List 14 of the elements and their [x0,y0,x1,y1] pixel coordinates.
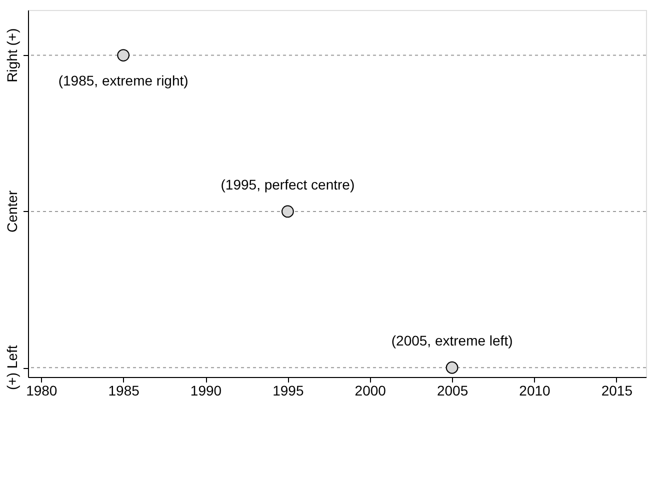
ref-line-label: Right (+) [4,28,20,82]
x-tick-label: 1990 [190,382,222,398]
x-tick-label: 2005 [436,382,468,398]
ref-line-label: Center [4,190,20,232]
x-tick-label: 2000 [354,382,386,398]
x-tick-label: 1980 [26,382,58,398]
annotation: (2005, extreme left) [391,332,513,349]
x-tick-label: 1995 [272,382,304,398]
x-tick-label: 2010 [519,382,551,398]
annotation: (1995, perfect centre) [220,176,355,192]
x-tick-label: 1985 [108,382,140,398]
x-tick-label: 2015 [601,382,633,398]
annotation: (1985, extreme right) [58,72,188,88]
ref-line-label: (+) Left [4,345,20,390]
